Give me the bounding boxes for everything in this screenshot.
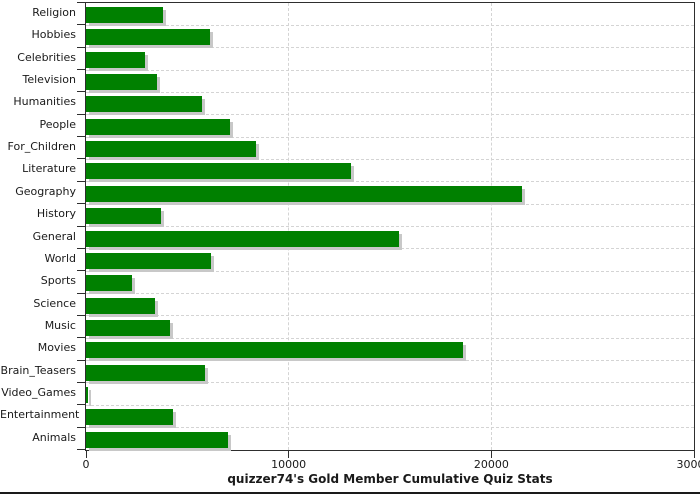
y-axis-tick [77, 404, 85, 406]
gridline-horizontal [86, 24, 694, 26]
y-axis-tick [77, 2, 85, 3]
y-axis-tick [77, 136, 85, 138]
y-axis-tick [77, 180, 85, 182]
gridline-vertical [288, 3, 290, 450]
y-axis-tick [77, 337, 85, 339]
y-axis-tick [77, 247, 85, 249]
plot-area [85, 2, 695, 451]
bar-entertainment [86, 409, 174, 426]
x-axis-tick [693, 451, 695, 458]
category-label: Literature [22, 162, 76, 176]
category-label: Brain_Teasers [0, 363, 76, 377]
y-axis-tick [77, 91, 85, 93]
gridline-horizontal [86, 293, 694, 295]
category-label: For_Children [7, 140, 76, 154]
y-axis-tick [77, 46, 85, 48]
y-axis-tick [77, 113, 85, 115]
category-label: Movies [37, 341, 76, 355]
category-label: Sports [40, 274, 76, 288]
gridline-horizontal [86, 404, 694, 406]
category-label: Animals [32, 430, 76, 444]
y-axis-tick [77, 314, 85, 316]
category-label: Geography [15, 184, 76, 198]
bar-movies [86, 342, 463, 359]
y-axis-tick [77, 292, 85, 294]
bar-literature [86, 163, 352, 180]
gridline-horizontal [86, 360, 694, 362]
y-axis-tick [77, 270, 85, 272]
bar-humanities [86, 96, 202, 113]
bar-science [86, 297, 155, 314]
gridline-horizontal [86, 181, 694, 183]
x-axis-tick [490, 451, 492, 458]
bar-sports [86, 275, 132, 292]
category-label: Celebrities [17, 50, 76, 64]
category-label: Hobbies [31, 28, 76, 42]
category-label: History [36, 207, 76, 221]
bar-celebrities [86, 51, 145, 68]
category-label: Video_Games [1, 385, 76, 399]
bar-animals [86, 431, 228, 448]
gridline-horizontal [86, 226, 694, 227]
category-label: World [44, 251, 76, 265]
bar-geography [86, 185, 522, 202]
y-axis-tick [77, 426, 85, 428]
bar-history [86, 208, 161, 225]
category-label: Entertainment [0, 408, 80, 422]
bar-television [86, 74, 157, 91]
bar-general [86, 230, 400, 247]
category-label: Humanities [13, 95, 76, 109]
category-label: General [32, 229, 76, 243]
bar-people [86, 118, 230, 135]
y-axis-tick [77, 69, 85, 71]
y-axis-tick [77, 225, 85, 227]
y-axis-tick [77, 24, 85, 26]
bar-brain_teasers [86, 364, 205, 381]
x-axis-tick-label: 0 [82, 458, 90, 471]
category-label: Science [33, 296, 76, 310]
gridline-horizontal [86, 382, 694, 384]
gridline-horizontal [86, 337, 694, 339]
bottom-divider-rule [0, 492, 700, 494]
chart-title: quizzer74's Gold Member Cumulative Quiz … [227, 472, 553, 486]
x-axis-tick-label: 20000 [473, 458, 509, 471]
category-label: Religion [32, 6, 76, 19]
y-axis-tick [77, 381, 85, 383]
gridline-horizontal [86, 47, 694, 49]
x-axis-tick-label: 30000 [676, 458, 700, 471]
gridline-horizontal [86, 91, 694, 93]
x-axis-tick [85, 451, 87, 458]
category-label: Music [44, 318, 76, 332]
gridline-vertical [490, 3, 492, 450]
x-axis-tick-label: 10000 [271, 458, 307, 471]
category-label: Television [22, 73, 77, 87]
bar-hobbies [86, 29, 210, 46]
bar-world [86, 252, 211, 269]
y-axis-tick [77, 359, 85, 361]
gridline-horizontal [86, 158, 694, 160]
gridline-horizontal [86, 315, 694, 317]
gridline-horizontal [86, 114, 694, 116]
bar-video_games [86, 386, 89, 403]
y-axis-tick [77, 449, 85, 450]
gridline-horizontal [86, 136, 694, 138]
gridline-horizontal [86, 427, 694, 429]
category-label: People [39, 117, 76, 131]
y-axis-tick [77, 158, 85, 160]
bar-religion [86, 7, 163, 23]
bar-music [86, 319, 171, 336]
gridline-horizontal [86, 270, 694, 272]
bar-for_children [86, 141, 257, 158]
gridline-horizontal [86, 203, 694, 205]
gridline-horizontal [86, 69, 694, 71]
y-axis-tick [77, 203, 85, 205]
x-axis-tick [288, 451, 290, 458]
gridline-horizontal [86, 248, 694, 250]
